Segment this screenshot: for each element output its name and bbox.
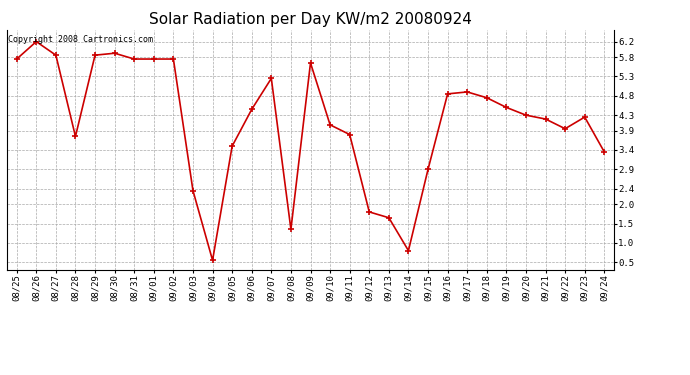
Title: Solar Radiation per Day KW/m2 20080924: Solar Radiation per Day KW/m2 20080924 <box>149 12 472 27</box>
Text: Copyright 2008 Cartronics.com: Copyright 2008 Cartronics.com <box>8 35 153 44</box>
